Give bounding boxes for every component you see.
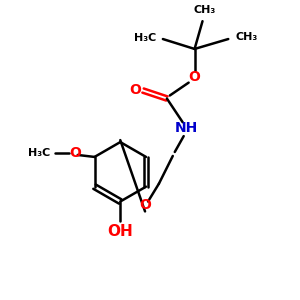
Text: H₃C: H₃C	[134, 33, 156, 43]
Text: OH: OH	[107, 224, 133, 239]
Text: H₃C: H₃C	[28, 148, 50, 158]
Text: O: O	[129, 82, 141, 97]
Text: CH₃: CH₃	[236, 32, 258, 42]
Text: CH₃: CH₃	[194, 5, 216, 15]
Text: O: O	[189, 70, 200, 84]
Text: NH: NH	[175, 121, 198, 135]
Text: O: O	[139, 199, 151, 212]
Text: O: O	[69, 146, 81, 160]
